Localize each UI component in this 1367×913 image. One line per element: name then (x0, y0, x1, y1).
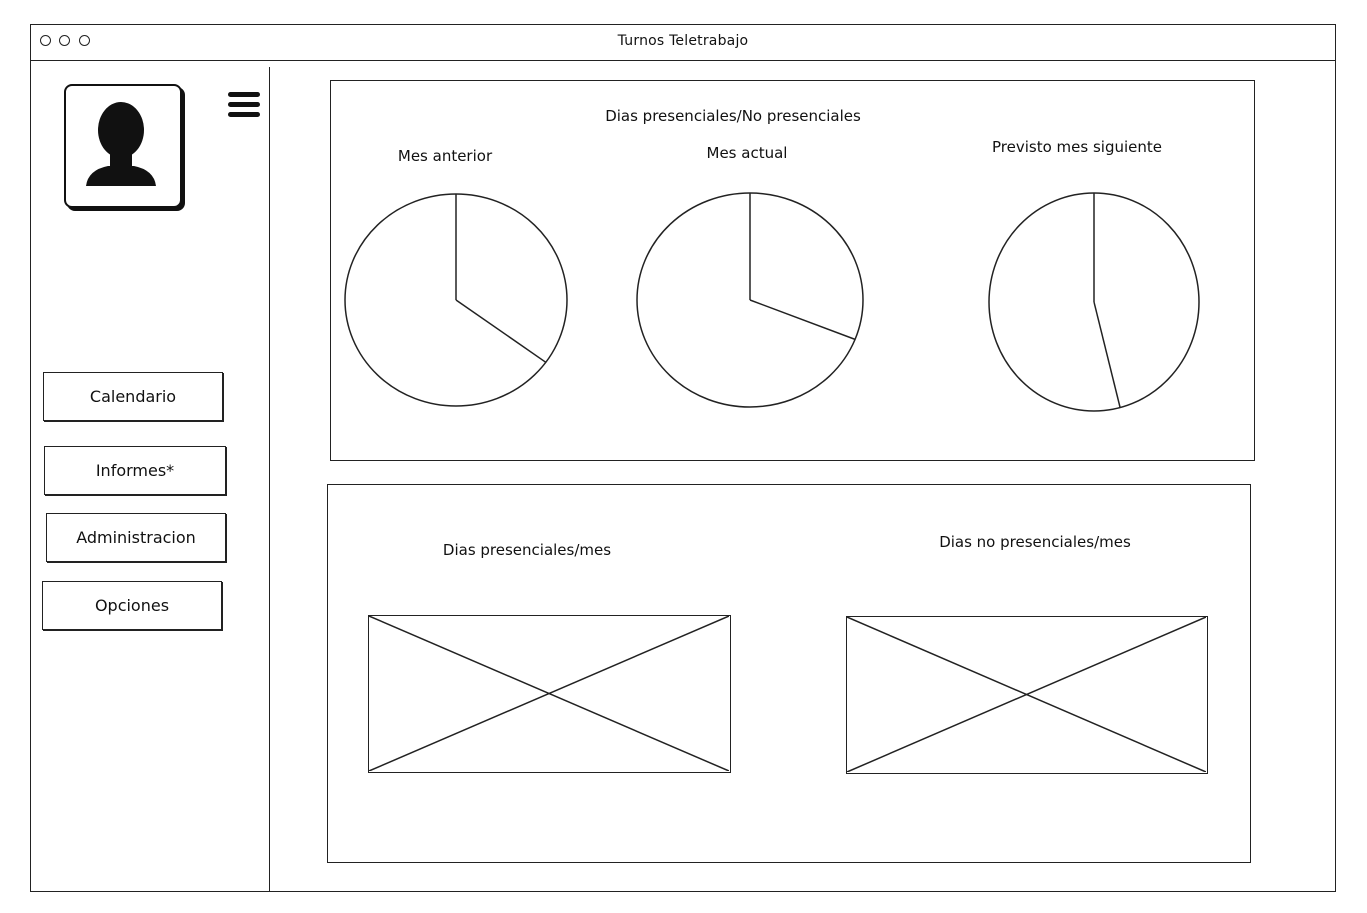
pie-chart-next-slice-1 (1093, 301, 1121, 408)
sidebar-item-calendario[interactable]: Calendario (43, 372, 223, 421)
sidebar-item-label: Opciones (94, 596, 170, 615)
sidebar-item-opciones[interactable]: Opciones (42, 581, 222, 630)
summary-panel (330, 80, 1255, 461)
app-window (30, 24, 1336, 892)
presencial-chart-title: Dias presenciales/mes (442, 541, 612, 559)
summary-panel-title: Dias presenciales/No presenciales (605, 107, 861, 125)
sidebar-item-label: Administracion (76, 528, 196, 547)
no-presencial-chart-title: Dias no presenciales/mes (939, 533, 1131, 551)
pie-chart-current (636, 192, 864, 408)
hamburger-icon[interactable] (228, 92, 260, 120)
sidebar-divider (269, 67, 270, 892)
image-placeholder-icon (368, 615, 730, 772)
pie-chart-prev (344, 193, 568, 407)
sidebar-item-informes[interactable]: Informes* (44, 446, 226, 495)
monthly-panel (327, 484, 1251, 863)
pie-chart-next (988, 192, 1200, 412)
title-bar: Turnos Teletrabajo (30, 24, 1336, 61)
image-placeholder-icon (846, 616, 1207, 773)
window-close-icon[interactable] (40, 35, 51, 46)
pie-chart-prev-slice-1 (455, 299, 547, 363)
user-silhouette-icon (86, 102, 156, 186)
window-title: Turnos Teletrabajo (617, 33, 749, 49)
presencial-chart-placeholder (368, 615, 731, 773)
pie-label-next: Previsto mes siguiente (992, 138, 1162, 156)
window-maximize-icon[interactable] (79, 35, 90, 46)
no-presencial-chart-placeholder (846, 616, 1208, 774)
avatar[interactable] (64, 84, 182, 208)
pie-label-prev: Mes anterior (397, 147, 493, 165)
window-minimize-icon[interactable] (59, 35, 70, 46)
pie-label-current: Mes actual (706, 144, 788, 162)
sidebar-item-label: Calendario (89, 387, 177, 406)
sidebar-item-administracion[interactable]: Administracion (46, 513, 226, 562)
sidebar-item-label: Informes* (95, 461, 175, 480)
pie-chart-current-slice-1 (749, 299, 856, 341)
